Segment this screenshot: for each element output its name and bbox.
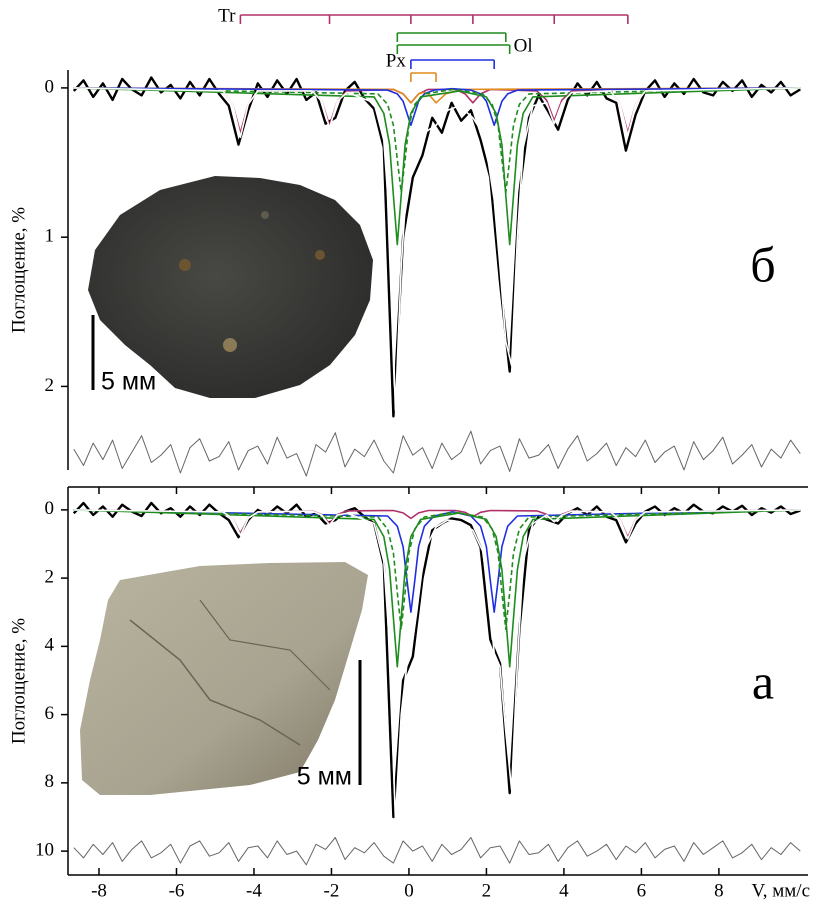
y-tick-label: 10 xyxy=(35,839,54,860)
sample-photo-bottom: 5 мм xyxy=(80,562,368,795)
x-tick-label: 2 xyxy=(482,880,492,901)
y-tick-label: 0 xyxy=(45,76,55,97)
x-tick-label: -4 xyxy=(246,880,262,901)
y-axis-label: Поглощение, % xyxy=(8,207,29,333)
marker-label: Ol xyxy=(514,35,533,56)
series-line xyxy=(73,509,801,668)
y-tick-label: 0 xyxy=(45,498,55,519)
series-line xyxy=(73,87,801,412)
y-tick-label: 2 xyxy=(45,375,55,396)
marker-label: Px xyxy=(386,50,407,71)
x-tick-label: 8 xyxy=(714,880,724,901)
x-axis-label: V, мм/с xyxy=(751,880,810,901)
panel-label: б xyxy=(750,236,775,292)
panel-label: а xyxy=(752,653,774,709)
inclusion xyxy=(261,211,269,219)
series-line xyxy=(73,87,801,194)
x-tick-label: 0 xyxy=(404,880,414,901)
x-tick-label: -6 xyxy=(169,880,185,901)
series-line xyxy=(73,509,801,822)
y-tick-label: 2 xyxy=(45,566,55,587)
series-line xyxy=(73,430,801,477)
x-tick-label: -8 xyxy=(91,880,107,901)
scale-bar-label: 5 мм xyxy=(297,763,352,791)
rock xyxy=(80,562,368,795)
scale-bar-label: 5 мм xyxy=(101,368,156,396)
y-tick-label: 1 xyxy=(45,226,55,247)
inclusion xyxy=(179,259,191,271)
crack xyxy=(199,599,331,691)
series-line xyxy=(73,509,801,631)
sample-photo-top: 5 мм xyxy=(88,176,373,398)
y-axis-label: Поглощение, % xyxy=(8,618,29,744)
marker-label: Tr xyxy=(218,5,236,26)
inclusion xyxy=(315,250,325,260)
x-tick-label: -2 xyxy=(324,880,340,901)
x-tick-label: 4 xyxy=(559,880,569,901)
series-line xyxy=(73,87,801,126)
y-tick-label: 6 xyxy=(45,703,55,724)
y-tick-label: 8 xyxy=(45,771,55,792)
rock xyxy=(88,176,373,398)
inclusion xyxy=(223,338,237,352)
series-line xyxy=(73,837,801,866)
y-tick-label: 4 xyxy=(45,635,55,656)
crack xyxy=(129,619,301,746)
x-tick-label: 6 xyxy=(637,880,647,901)
